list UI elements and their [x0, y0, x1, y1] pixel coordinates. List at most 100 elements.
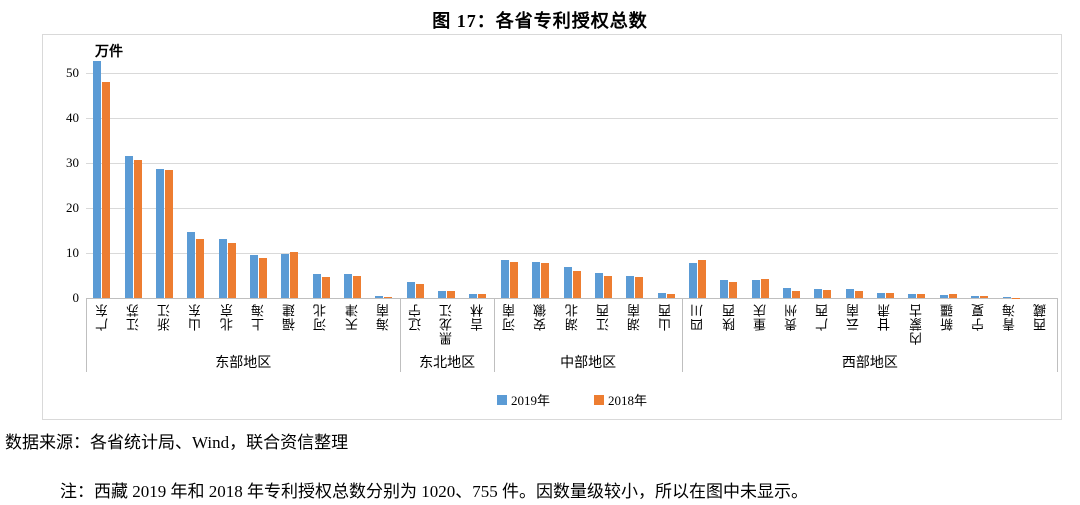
bar-2018年-海南: [384, 296, 393, 298]
x-axis-label-slot: 重庆: [745, 303, 776, 351]
bar-2018年-北京: [227, 242, 236, 298]
bar-pair-福建: [274, 35, 305, 298]
axis-group-东部地区: 广东 江苏 浙江 山东 北京 上海 福建 河北 天津 海南 东部地区: [86, 299, 400, 372]
bar-2018年-宁夏: [980, 296, 989, 298]
bar-2019年-青海: [1002, 297, 1011, 298]
bar-2018年-天津: [353, 275, 362, 298]
x-axis-label: 海南: [375, 303, 391, 331]
bar-2018年-贵州: [791, 290, 800, 298]
bar-pair-云南: [839, 35, 870, 298]
bar-pair-重庆: [744, 35, 775, 298]
bar-pair-安徽: [525, 35, 556, 298]
bar-pair-甘肃: [870, 35, 901, 298]
bar-pair-广西: [807, 35, 838, 298]
chart-title: 图 17：各省专利授权总数: [432, 11, 648, 31]
x-axis-area: 广东 江苏 浙江 山东 北京 上海 福建 河北 天津 海南 东部地区 辽宁 黑龙江 吉林 东北地区 河南 安徽湖…: [86, 298, 1058, 372]
bar-pair-湖南: [619, 35, 650, 298]
bar-2019年-福建: [281, 254, 290, 298]
x-axis-label-slot: 湖北: [557, 303, 588, 351]
x-axis-label: 湖南: [626, 303, 642, 331]
gridline: [86, 208, 1058, 209]
x-axis-label-slot: 新疆: [932, 303, 963, 351]
x-axis-label-slot: 云南: [839, 303, 870, 351]
x-axis-label-slot: 河南: [495, 303, 526, 351]
bar-group-中部地区: [494, 35, 682, 298]
y-axis-tick: 50: [66, 65, 79, 80]
bar-pair-湖北: [556, 35, 587, 298]
bar-2019年-天津: [344, 274, 353, 298]
x-axis-label: 新疆: [939, 303, 955, 331]
bar-2019年-上海: [249, 254, 258, 298]
x-axis-label-slot: 山东: [181, 303, 212, 351]
bar-2019年-北京: [218, 239, 227, 298]
bar-2019年-海南: [375, 296, 384, 298]
y-axis-tick: 10: [66, 245, 79, 260]
bar-2018年-广西: [823, 289, 832, 298]
x-axis-label: 北京: [219, 303, 235, 331]
bar-2018年-湖南: [635, 277, 644, 298]
x-axis-label: 西藏: [1033, 303, 1049, 331]
x-axis-label-slot: 吉林: [463, 303, 494, 351]
axis-group-中部地区: 河南 安徽 湖北 江西 湖南 山西 中部地区: [493, 299, 682, 372]
footnote: 注：西藏 2019 年和 2018 年专利授权总数分别为 1020、755 件。…: [60, 482, 808, 501]
gridline: [86, 73, 1058, 74]
x-axis-label: 江苏: [125, 303, 141, 331]
province-label-row: 河南 安徽 湖北 江西 湖南 山西: [495, 299, 682, 351]
bar-pair-河南: [494, 35, 525, 298]
bar-2018年-河南: [509, 262, 518, 298]
province-label-row: 四川 陕西 重庆 贵州 广西 云南 甘肃 内蒙古 新疆 宁夏 青海 西藏: [683, 299, 1057, 351]
bar-2019年-辽宁: [406, 281, 415, 298]
bar-2019年-贵州: [782, 287, 791, 298]
bar-pair-天津: [337, 35, 368, 298]
legend-swatch-2018年: [594, 394, 604, 405]
x-axis-label: 安徽: [533, 303, 549, 331]
y-axis-tick: 20: [66, 200, 79, 215]
y-axis-tick: 30: [66, 155, 79, 170]
legend-label: 2019年: [510, 393, 550, 408]
bar-2018年-甘肃: [886, 293, 895, 298]
x-axis-label-slot: 四川: [683, 303, 714, 351]
data-source-note: 数据来源：各省统计局、Wind，联合资信整理: [5, 433, 349, 452]
bar-2019年-江西: [594, 272, 603, 298]
bar-2018年-重庆: [760, 278, 769, 298]
bar-2018年-陕西: [729, 281, 738, 298]
x-axis-label-slot: 贵州: [776, 303, 807, 351]
x-axis-label: 天津: [344, 303, 360, 331]
x-axis-label: 江西: [595, 303, 611, 331]
y-axis-unit-label: 万件: [95, 45, 123, 60]
province-label-row: 辽宁 黑龙江 吉林: [401, 299, 494, 351]
bar-2018年-河北: [321, 276, 330, 298]
gridline: [86, 118, 1058, 119]
bar-2018年-辽宁: [415, 284, 424, 298]
x-axis-label-slot: 河北: [306, 303, 337, 351]
x-axis-label-slot: 陕西: [714, 303, 745, 351]
x-axis-label-slot: 海南: [368, 303, 399, 351]
bar-pair-山西: [650, 35, 681, 298]
bar-2019年-吉林: [469, 293, 478, 298]
bar-2019年-内蒙古: [908, 293, 917, 298]
x-axis-label: 内蒙古: [908, 303, 924, 345]
x-axis-label: 广东: [94, 303, 110, 331]
x-axis-label: 宁夏: [971, 303, 987, 331]
x-axis-label-slot: 浙江: [150, 303, 181, 351]
bar-2018年-山西: [666, 293, 675, 298]
bar-2018年-吉林: [478, 294, 487, 298]
x-axis-label: 云南: [846, 303, 862, 331]
bar-2018年-江苏: [133, 159, 142, 298]
x-axis-label: 青海: [1002, 303, 1018, 331]
plot-area: [86, 35, 1058, 298]
bar-pair-浙江: [149, 35, 180, 298]
bar-2018年-福建: [290, 252, 299, 298]
bar-pair-宁夏: [964, 35, 995, 298]
bar-2019年-新疆: [939, 294, 948, 298]
x-axis-label: 甘肃: [877, 303, 893, 331]
bar-2018年-黑龙江: [447, 291, 456, 298]
bar-2019年-四川: [688, 262, 697, 298]
x-axis-label-slot: 青海: [995, 303, 1026, 351]
x-axis-label: 河南: [502, 303, 518, 331]
bar-pair-海南: [368, 35, 399, 298]
bar-2018年-山东: [196, 238, 205, 298]
bar-pair-北京: [211, 35, 242, 298]
chart-canvas: 万件 0 10 20 30 40 50 广东 江苏 浙江 山东 北京 上海 福建 河北 天津 海南 东部地区辽…: [42, 34, 1062, 420]
x-axis-label-slot: 北京: [212, 303, 243, 351]
